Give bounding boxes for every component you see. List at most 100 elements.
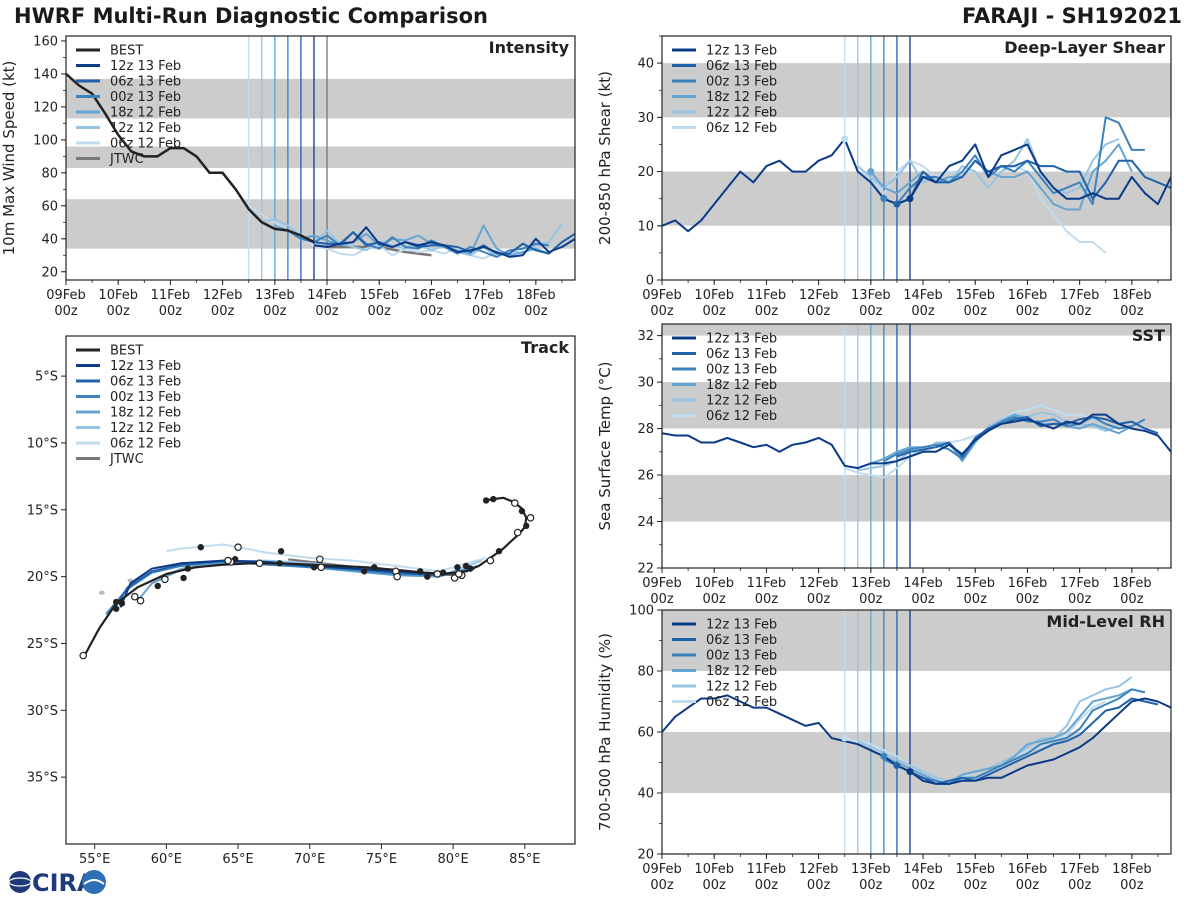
rh-y-axis-label: 700-500 hPa Humidity (%) [596,633,614,831]
sst-xtick-label-line: 00z [755,592,779,607]
shear-xtick-label-line: 13Feb [851,288,891,303]
sst-xtick-label-line: 13Feb [851,576,891,591]
sst-panel-title: SST [1132,326,1165,345]
sst-xtick-label: 17Feb 00z [1060,576,1100,607]
shear-xtick-label-line: 16Feb [1008,288,1048,303]
intensity-xtick-label: 17Feb 00z [464,288,504,319]
track-position-open [510,499,519,507]
intensity-xtick-label-line: 10Feb [98,288,138,303]
track-xtick-label-line: 80°E [437,852,468,867]
intensity-ytick-label: 60 [41,199,58,214]
shear-xtick-label-line: 17Feb [1060,288,1100,303]
shear-ytick-label: 30 [637,111,654,126]
intensity-shaded-band [66,146,575,168]
sst-xtick-label-line: 00z [911,592,935,607]
track-xtick-label-line: 85°E [509,852,540,867]
rh-ytick-label: 80 [637,665,654,680]
rh-xtick-label: 10Feb 00z [694,862,734,893]
intensity-legend-label: 12z 13 Feb [110,59,181,74]
shear-xtick-label-line: 14Feb [903,288,943,303]
sst-xtick-label-line: 00z [807,592,831,607]
track-legend-label: BEST [110,344,143,359]
sst-xtick-label-line: 10Feb [694,576,734,591]
sst-series-00z-13-feb [883,416,1146,462]
track-panel-title: Track [521,338,569,357]
shear-series-12z-12-feb [857,138,1120,195]
track-position-filled [523,522,530,530]
rh-xtick-label-line: 18Feb [1112,862,1152,877]
intensity-xtick-label-line: 14Feb [307,288,347,303]
sst-xtick-label-line: 15Feb [955,576,995,591]
shear-xtick-label: 18Feb 00z [1112,288,1152,319]
sst-xtick-label: 15Feb 00z [955,576,995,607]
intensity-series-12z-13-feb [313,226,575,258]
intensity-xtick-label: 15Feb 00z [359,288,399,319]
track-position-filled [371,564,378,571]
track-position-filled [518,507,526,515]
sst-ytick-label: 24 [637,515,654,530]
intensity-ytick-label: 160 [33,34,58,49]
sst-xtick-label: 13Feb 00z [851,576,891,607]
shear-xtick-label-line: 00z [807,304,831,319]
track-position-filled [424,573,431,580]
rh-legend-label: 06z 13 Feb [706,633,777,648]
rh-series-12z-13-feb [662,694,1171,785]
intensity-xtick-label-line: 17Feb [464,288,504,303]
rh-shaded-band [662,732,1171,793]
track-position-open [317,563,326,572]
track-position-open [224,556,232,565]
track-position-filled [118,600,126,607]
rh-marker-point [893,762,901,770]
sst-xtick-label-line: 00z [650,592,674,607]
shear-frame [661,35,1172,281]
sst-xtick-label-line: 16Feb [1008,576,1048,591]
rh-xtick-label-line: 16Feb [1008,862,1048,877]
intensity-shaded-band [66,199,575,249]
shear-xtick-label: 12Feb 00z [799,288,839,319]
track-position-filled [277,548,285,555]
rh-ytick-label: 100 [629,604,654,619]
rh-plot-area [662,610,1171,854]
rh-xtick-label: 12Feb 00z [799,862,839,893]
shear-xtick-label: 11Feb 00z [747,288,787,319]
intensity-xtick-label-line: 16Feb [412,288,452,303]
track-legend-label: 06z 12 Feb [110,437,181,452]
sst-xtick-label-line: 18Feb [1112,576,1152,591]
track-legend-label: 18z 12 Feb [110,406,181,421]
intensity-xtick-label: 10Feb 00z [98,288,138,319]
sst-legend-label: 12z 13 Feb [706,332,777,347]
track-series-06z-12-feb [166,543,487,573]
track-position-filled [154,582,161,590]
rh-legend-label: 00z 13 Feb [706,649,777,664]
sst-series-12z-13-feb [662,413,1171,470]
sst-xtick-label-line: 00z [1068,592,1092,607]
shear-legend-label: 12z 13 Feb [706,44,777,59]
track-xtick-label-line: 60°E [151,852,182,867]
track-position-open [136,596,145,605]
intensity-panel-title: Intensity [489,38,570,57]
track-legend-label: JTWC [109,452,144,467]
shear-marker-point [893,200,901,208]
track-legend-label: 12z 13 Feb [110,359,181,374]
shear-xtick-label-line: 00z [703,304,727,319]
track-position-filled [184,565,192,572]
track-xtick-label-line: 75°E [366,852,397,867]
track-ytick-label: 20°S [27,570,58,585]
intensity-ytick-label: 100 [33,133,58,148]
shear-xtick-label-line: 00z [859,304,883,319]
shear-xtick-label: 13Feb 00z [851,288,891,319]
shear-legend-label: 18z 12 Feb [706,90,777,105]
intensity-xtick-label: 12Feb 00z [203,288,243,319]
shear-xtick-label-line: 00z [1016,304,1040,319]
intensity-xtick-label: 18Feb 00z [516,288,556,319]
rh-ytick-label: 20 [637,848,654,863]
rh-xtick-label-line: 00z [1120,878,1144,893]
sst-xtick-label-line: 09Feb [642,576,682,591]
rh-xtick-label-line: 10Feb [694,862,734,877]
rh-xtick-label-line: 00z [807,878,831,893]
intensity-xtick-label: 14Feb 00z [307,288,347,319]
shear-series-12z-13-feb [662,138,1171,233]
track-position-open [393,572,402,581]
